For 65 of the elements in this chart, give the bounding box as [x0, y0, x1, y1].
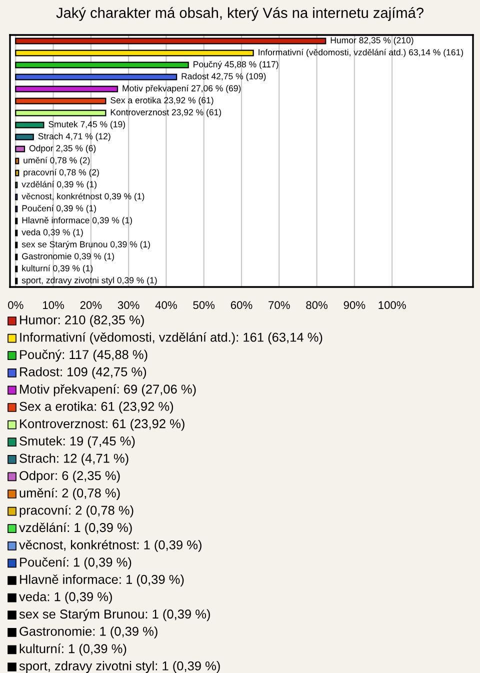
text: pracovní: 2 (0,78 %)	[20, 505, 134, 518]
bar	[15, 170, 20, 176]
text: vzdělání: 1 (0,39 %)	[19, 522, 132, 535]
data-label: Sex a erotika 23,92 % (61)	[110, 96, 214, 106]
data-label: sport, zdravy zivotni styl 0,39 % (1)	[22, 276, 157, 286]
data-label: Hlavně informace 0,39 % (1)	[22, 216, 132, 226]
text: sport, zdravy zivotni styl: 1 (0,39 %)	[19, 661, 220, 673]
x-tick-label: 90%	[344, 301, 366, 310]
text: Radost: 109 (42,75 %)	[20, 366, 146, 379]
x-tick-label: 30%	[118, 301, 140, 310]
text: veda: 1 (0,39 %)	[19, 592, 112, 604]
data-label: Motiv překvapení 27,06 % (69)	[122, 84, 241, 94]
text: Smutek: 19 (7,45 %)	[20, 436, 135, 448]
x-tick-label: 70%	[268, 301, 290, 310]
bar	[15, 158, 20, 164]
text: Sex a erotika: 61 (23,92 %)	[20, 402, 174, 414]
bar	[15, 86, 118, 92]
data-label: Gastronomie 0,39 % (1)	[22, 252, 114, 262]
text: Gastronomie: 1 (0,39 %)	[20, 626, 158, 638]
data-label: věcnost, konkrétnost 0,39 % (1)	[22, 192, 144, 202]
data-label: pracovní 0,78 % (2)	[24, 168, 99, 178]
data-label: Poučení 0,39 % (1)	[22, 204, 96, 214]
text: Motiv překvapení: 69 (27,06 %)	[20, 384, 196, 396]
data-label: Humor 82,35 % (210)	[330, 36, 414, 46]
data-label: Kontroverznost 23,92 % (61)	[110, 108, 222, 118]
text: Humor: 210 (82,35 %)	[20, 315, 144, 327]
bar	[15, 74, 178, 80]
data-label: Poučný 45,88 % (117)	[194, 60, 278, 70]
data-label: veda 0,39 % (1)	[22, 228, 83, 238]
bar	[15, 62, 189, 68]
text: umění: 2 (0,78 %)	[20, 488, 120, 500]
x-tick-label: 0%	[8, 301, 24, 310]
x-tick-label: 40%	[155, 301, 177, 310]
text: Kontroverznost: 61 (23,92 %)	[20, 418, 184, 431]
x-tick-label: 10%	[43, 301, 64, 310]
data-label: Strach 4,71 % (12)	[38, 132, 110, 142]
data-label: Odpor 2,35 % (6)	[29, 144, 96, 154]
x-tick-label: 80%	[306, 301, 328, 310]
data-label: Radost 42,75 % (109)	[182, 72, 266, 82]
data-label: vzdělání 0,39 % (1)	[22, 180, 96, 190]
text: Poučení: 1 (0,39 %)	[20, 557, 132, 570]
chart-title: Jaký charakter má obsah, který Vás na internetu zajímá?	[56, 7, 424, 21]
text: kulturní: 1 (0,39 %)	[20, 644, 126, 656]
text: věcnost, konkrétnost: 1 (0,39 %)	[19, 540, 202, 552]
x-tick-label: 20%	[80, 301, 102, 310]
x-tick-label: 60%	[230, 301, 252, 310]
data-label: Informativní (vědomosti, vzdělání atd.) 63,14 % (161)	[258, 48, 464, 58]
bar	[15, 146, 26, 152]
data-label: kulturní 0,39 % (1)	[22, 264, 93, 274]
data-label: Smutek 7,45 % (19)	[48, 120, 125, 130]
x-tick-label: 50%	[193, 301, 215, 310]
data-label: sex se Starým Brunou 0,39 % (1)	[22, 240, 150, 250]
text: Informativní (vědomosti, vzdělání atd.): 161 (63,14 %)	[20, 332, 322, 344]
data-label: umění 0,78 % (2)	[24, 156, 90, 166]
bar	[15, 122, 44, 128]
bar	[15, 50, 254, 56]
x-tick-label: 100%	[378, 301, 406, 310]
text: sex se Starým Brunou: 1 (0,39 %)	[19, 609, 210, 622]
text: Odpor: 6 (2,35 %)	[20, 470, 120, 483]
bar	[15, 134, 34, 140]
text: Hlavně informace: 1 (0,39 %)	[20, 574, 184, 586]
text: Strach: 12 (4,71 %)	[20, 453, 128, 466]
text: Poučný: 117 (45,88 %)	[20, 350, 148, 362]
bar	[15, 110, 106, 116]
bar	[15, 98, 106, 104]
